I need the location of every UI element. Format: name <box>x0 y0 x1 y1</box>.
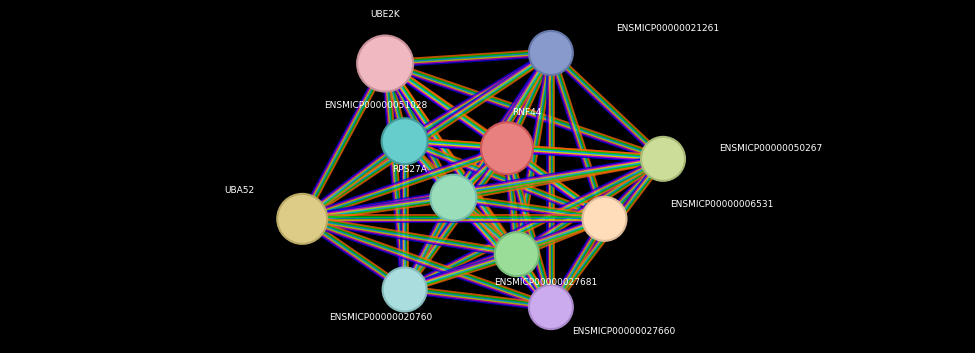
Text: UBA52: UBA52 <box>224 186 254 195</box>
Text: ENSMICP00000006531: ENSMICP00000006531 <box>670 200 773 209</box>
Text: UBE2K: UBE2K <box>370 10 400 19</box>
Ellipse shape <box>494 232 539 276</box>
Text: RPS27A: RPS27A <box>392 165 427 174</box>
Text: ENSMICP00000020760: ENSMICP00000020760 <box>329 313 432 322</box>
Ellipse shape <box>582 197 627 241</box>
Ellipse shape <box>381 118 428 164</box>
Ellipse shape <box>382 268 427 311</box>
Text: ENSMICP00000051028: ENSMICP00000051028 <box>324 101 427 110</box>
Ellipse shape <box>277 194 328 244</box>
Text: ENSMICP00000021261: ENSMICP00000021261 <box>616 24 720 33</box>
Text: ENSMICP00000027660: ENSMICP00000027660 <box>572 327 676 336</box>
Ellipse shape <box>528 31 573 75</box>
Text: ENSMICP00000027681: ENSMICP00000027681 <box>494 278 598 287</box>
Ellipse shape <box>528 285 573 329</box>
Ellipse shape <box>357 36 413 91</box>
Text: RNF44: RNF44 <box>512 108 541 118</box>
Ellipse shape <box>481 122 533 174</box>
Ellipse shape <box>641 137 685 181</box>
Text: ENSMICP00000050267: ENSMICP00000050267 <box>719 144 822 153</box>
Ellipse shape <box>430 175 477 221</box>
